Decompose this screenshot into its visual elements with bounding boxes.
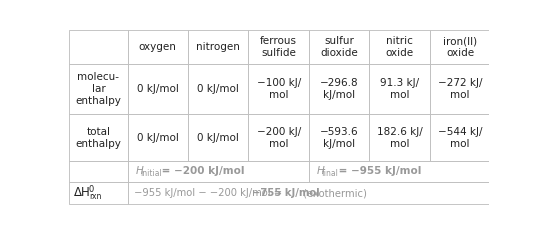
Text: (exothermic): (exothermic) [300,188,367,198]
Text: −200 kJ/
mol: −200 kJ/ mol [256,126,301,149]
Bar [188,64,249,115]
Bar [70,64,128,115]
Text: 0: 0 [89,186,94,194]
Text: 0 kJ/mol: 0 kJ/mol [137,133,179,143]
Bar [369,30,430,64]
Bar [369,64,430,115]
Text: total
enthalpy: total enthalpy [75,126,122,149]
Bar [128,64,188,115]
Text: H: H [317,166,324,176]
Bar [128,30,188,64]
Text: −100 kJ/
mol: −100 kJ/ mol [256,78,301,100]
Bar [249,30,309,64]
Bar [249,115,309,161]
Bar [128,161,309,182]
Text: 0 kJ/mol: 0 kJ/mol [137,84,179,94]
Text: final: final [322,169,339,178]
Text: oxygen: oxygen [139,42,176,52]
Bar [309,30,369,64]
Bar [128,182,490,204]
Bar [369,115,430,161]
Text: −755 kJ/mol: −755 kJ/mol [251,188,319,198]
Text: sulfur
dioxide: sulfur dioxide [320,36,358,58]
Text: initial: initial [141,169,162,178]
Text: nitrogen: nitrogen [196,42,240,52]
Bar [70,161,128,182]
Text: −296.8
kJ/mol: −296.8 kJ/mol [320,78,358,100]
Text: iron(II)
oxide: iron(II) oxide [443,36,477,58]
Bar [249,64,309,115]
Bar [430,64,490,115]
Text: −593.6
kJ/mol: −593.6 kJ/mol [320,126,358,149]
Text: molecu-
lar
enthalpy: molecu- lar enthalpy [75,72,122,106]
Text: ferrous
sulfide: ferrous sulfide [260,36,297,58]
Text: 91.3 kJ/
mol: 91.3 kJ/ mol [380,78,419,100]
Bar [70,30,128,64]
Text: ΔH: ΔH [74,186,91,199]
Bar [128,115,188,161]
Text: 182.6 kJ/
mol: 182.6 kJ/ mol [377,126,422,149]
Bar [430,115,490,161]
Text: −272 kJ/
mol: −272 kJ/ mol [438,78,482,100]
Text: 0 kJ/mol: 0 kJ/mol [197,84,239,94]
Text: nitric
oxide: nitric oxide [386,36,414,58]
Text: = −200 kJ/mol: = −200 kJ/mol [158,166,244,176]
Bar [430,30,490,64]
Bar [309,161,490,182]
Text: H: H [135,166,143,176]
Bar [309,64,369,115]
Text: = −955 kJ/mol: = −955 kJ/mol [335,166,421,176]
Bar [70,115,128,161]
Text: −544 kJ/
mol: −544 kJ/ mol [438,126,482,149]
Text: rxn: rxn [89,191,101,201]
Bar [188,115,249,161]
Bar [309,115,369,161]
Text: −955 kJ/mol − −200 kJ/mol =: −955 kJ/mol − −200 kJ/mol = [134,188,285,198]
Text: 0 kJ/mol: 0 kJ/mol [197,133,239,143]
Bar [70,182,128,204]
Bar [188,30,249,64]
